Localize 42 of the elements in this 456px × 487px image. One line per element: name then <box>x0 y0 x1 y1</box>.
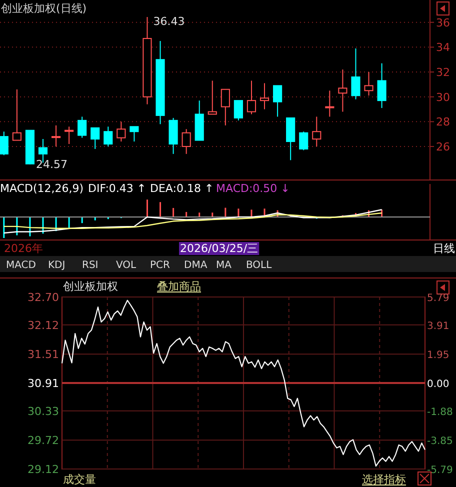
text: 选择指标 <box>362 473 406 486</box>
y2-tick-label: 1.95 <box>427 350 450 362</box>
y2-tick-label: 5.79 <box>427 293 450 304</box>
y2-tick-label: -5.79 <box>427 465 453 476</box>
y-tick-label: 26 <box>436 140 450 154</box>
text: 叠加商品 <box>157 280 201 293</box>
y-tick-label: 36 <box>436 16 450 30</box>
text: RSI <box>82 260 98 271</box>
y-tick-label: 31.51 <box>28 348 59 362</box>
y-tick-label: 30.33 <box>28 404 59 418</box>
y-tick-label: 28 <box>436 116 450 129</box>
y-tick-label: 34 <box>436 41 450 54</box>
y-tick-label: 32 <box>436 66 450 79</box>
text: 成交量 <box>63 473 96 486</box>
chart-title: 创业板加权 <box>63 280 118 293</box>
text: MACD:0.50 ↓ <box>216 182 290 195</box>
y2-tick-label: 0.00 <box>427 379 450 390</box>
text: DMA <box>184 260 208 271</box>
chart-title: 创业板加权(日线) <box>1 2 87 15</box>
text: MACD <box>6 260 36 271</box>
text: DEA:0.18 ↑ <box>150 182 214 195</box>
y-tick-label: 29.72 <box>28 434 59 448</box>
text: 2026年 <box>4 242 43 255</box>
text: 日线 <box>433 242 455 255</box>
text: MA <box>216 260 232 271</box>
annotation: 36.43 <box>153 15 185 28</box>
y-tick-label: 32.12 <box>28 318 59 332</box>
text: BOLL <box>246 260 272 271</box>
text: VOL <box>116 260 137 271</box>
y2-tick-label: 3.91 <box>427 320 450 332</box>
y-tick-label: 29.12 <box>28 463 59 476</box>
text: 2026/03/25/三 <box>180 242 258 255</box>
y-tick-label: 30 <box>436 90 450 104</box>
y2-tick-label: -1.88 <box>427 406 453 418</box>
y-tick-label: 32.70 <box>28 291 59 304</box>
text: DIF:0.43 ↑ <box>88 182 146 195</box>
annotation: 24.57 <box>36 158 68 172</box>
text: PCR <box>150 260 170 271</box>
y-tick-label: 30.91 <box>28 377 59 390</box>
chart-title: MACD(12,26,9) <box>0 182 84 195</box>
y2-tick-label: -3.85 <box>427 436 453 448</box>
text: KDJ <box>48 260 66 271</box>
